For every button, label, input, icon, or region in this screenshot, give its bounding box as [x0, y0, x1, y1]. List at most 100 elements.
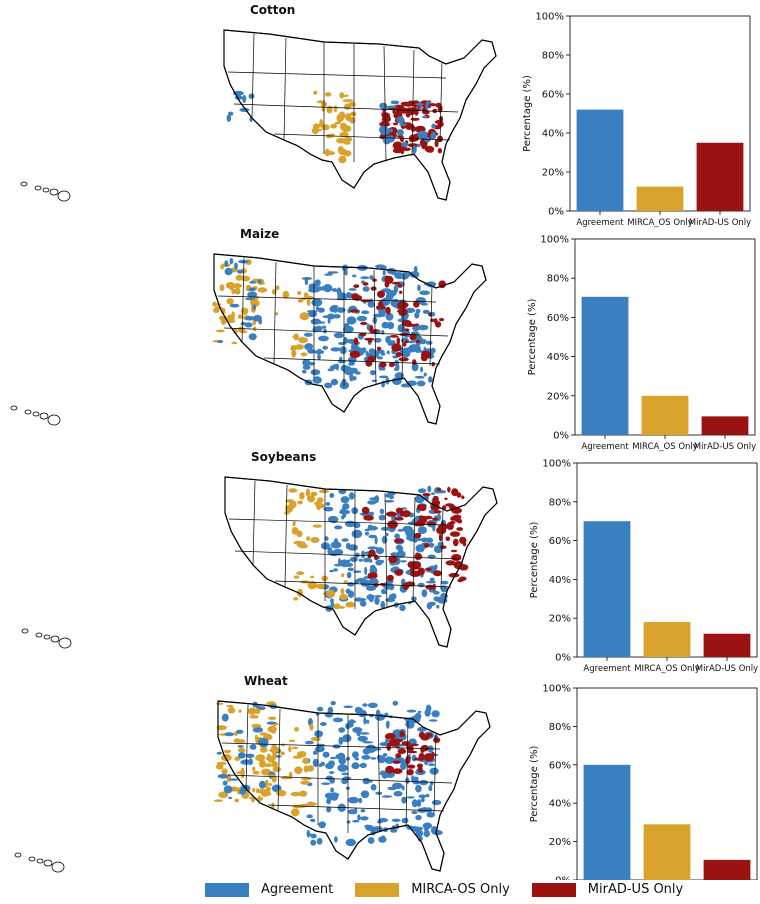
crop-blob-m — [339, 594, 348, 600]
crop-blob-m — [212, 301, 217, 307]
crop-blob-a — [304, 740, 314, 745]
crop-blob-a — [399, 123, 407, 127]
crop-blob-m — [312, 524, 322, 528]
crop-blob-a — [381, 535, 388, 544]
crop-blob-m — [237, 314, 243, 319]
bar-2 — [696, 142, 744, 211]
crop-blob-a — [248, 287, 256, 292]
crop-blob-a — [306, 310, 318, 313]
y-tick-label: 80% — [542, 51, 564, 62]
crop-blob-d — [373, 583, 380, 587]
crop-blob-d — [447, 486, 451, 493]
crop-blob-m — [294, 766, 303, 775]
crop-blob-m — [292, 335, 298, 339]
crop-blob-a — [382, 591, 387, 594]
crop-blob-a — [343, 562, 354, 567]
crop-blob-a — [339, 346, 347, 355]
crop-blob-a — [369, 497, 380, 501]
crop-blob-d — [449, 531, 461, 537]
crop-blob-a — [432, 523, 436, 532]
crop-blob-m — [255, 754, 266, 762]
crop-blob-a — [367, 546, 379, 550]
crop-blob-d — [377, 290, 385, 298]
crop-blob-m — [297, 291, 302, 295]
crop-blob-m — [298, 543, 308, 549]
crop-blob-a — [330, 598, 334, 603]
legend-swatch-agreement — [205, 882, 249, 897]
y-axis-label: Percentage (%) — [529, 746, 540, 823]
crop-blob-a — [374, 595, 382, 598]
crop-blob-a — [329, 550, 339, 557]
crop-blob-d — [432, 583, 436, 590]
crop-blob-d — [392, 281, 400, 285]
crop-blob-m — [344, 103, 351, 110]
crop-blob-m — [306, 802, 317, 806]
crop-blob-a — [385, 335, 391, 344]
crop-blob-a — [348, 356, 357, 364]
crop-blob-d — [433, 570, 443, 577]
crop-blob-m — [215, 329, 225, 333]
x-tick-label: Agreement — [576, 218, 624, 228]
crop-blob-a — [378, 818, 389, 823]
y-tick-label: 20% — [547, 391, 569, 402]
crop-blob-a — [360, 809, 366, 813]
crop-blob-d — [422, 493, 431, 497]
crop-blob-a — [323, 328, 327, 334]
crop-blob-a — [365, 350, 369, 357]
crop-blob-a — [360, 816, 369, 821]
crop-blob-m — [299, 492, 305, 500]
crop-blob-a — [361, 310, 370, 315]
crop-blob-d — [404, 340, 409, 344]
crop-blob-a — [217, 774, 229, 779]
crop-blob-m — [330, 133, 335, 138]
crop-blob-a — [406, 709, 417, 713]
crop-blob-d — [387, 520, 398, 529]
crop-blob-a — [431, 710, 440, 718]
legend-swatch-mirca-os-only — [355, 882, 400, 897]
crop-blob-m — [256, 796, 264, 801]
crop-blob-a — [229, 303, 240, 308]
crop-blob-a — [333, 364, 337, 367]
x-tick-label: MirAD-US Only — [696, 664, 758, 674]
bar-chart-cotton: 0% 20% 40% 60% 80% 100% Percentage (%) Agreemen… — [522, 12, 751, 229]
crop-blob-a — [322, 325, 327, 329]
crop-blob-m — [240, 275, 251, 282]
crop-blob-a — [302, 359, 311, 367]
crop-blob-a — [221, 713, 229, 722]
crop-blob-a — [349, 373, 354, 382]
crop-blob-a — [322, 751, 330, 758]
bar-0 — [583, 521, 631, 657]
map-crop-blobs — [213, 700, 443, 847]
crop-blob-m — [288, 488, 298, 493]
crop-blob-a — [401, 350, 411, 358]
crop-blob-m — [271, 760, 278, 768]
crop-blob-m — [275, 285, 280, 291]
crop-blob-a — [391, 818, 401, 822]
crop-blob-a — [224, 732, 235, 737]
crop-blob-a — [381, 321, 390, 329]
crop-blob-m — [237, 747, 246, 753]
crop-blob-m — [310, 537, 320, 543]
hawaii-island — [34, 185, 42, 191]
hawaii-island — [49, 188, 59, 196]
y-tick-label: 60% — [542, 90, 564, 101]
crop-blob-a — [364, 531, 370, 536]
crop-blob-d — [439, 545, 447, 549]
map-state-lines — [228, 480, 460, 609]
crop-blob-d — [448, 572, 460, 578]
crop-blob-m — [231, 288, 236, 295]
crop-blob-a — [417, 284, 421, 292]
crop-blob-m — [321, 124, 330, 131]
crop-blob-a — [330, 347, 341, 352]
crop-blob-m — [216, 761, 227, 766]
crop-blob-a — [235, 729, 244, 734]
crop-blob-m — [221, 768, 228, 775]
crop-blob-d — [413, 757, 425, 761]
y-tick-label: 40% — [542, 129, 564, 140]
crop-blob-a — [340, 496, 350, 504]
map-hawaii — [10, 405, 61, 426]
map-wheat: Wheat — [14, 674, 491, 873]
bar-0 — [576, 109, 624, 211]
crop-blob-d — [456, 527, 464, 531]
crop-blob-a — [396, 116, 405, 124]
